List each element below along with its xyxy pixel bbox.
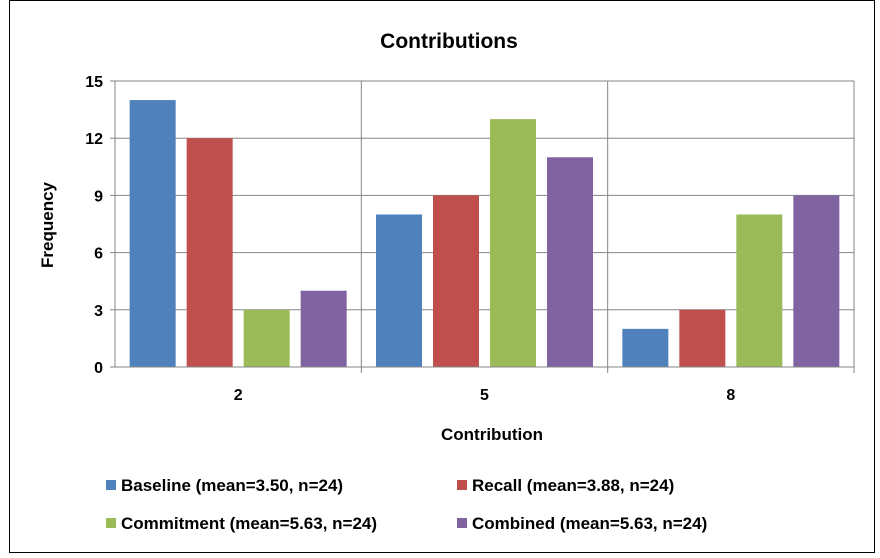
x-tick-label: 5 xyxy=(480,387,489,404)
x-tick-label: 8 xyxy=(726,387,735,404)
y-axis-title: Frequency xyxy=(38,181,57,268)
y-tick-label: 9 xyxy=(94,188,103,205)
legend-swatch xyxy=(457,518,467,528)
bar-1-5 xyxy=(376,214,422,367)
y-tick-label: 0 xyxy=(94,360,103,377)
chart-title: Contributions xyxy=(380,30,518,53)
bar-3-2 xyxy=(243,309,290,367)
legend-label: Recall (mean=3.88, n=24) xyxy=(472,476,674,495)
bar-2-5 xyxy=(433,195,479,367)
legend-swatch xyxy=(106,518,116,528)
bar-2-2 xyxy=(186,138,233,367)
legend-label: Baseline (mean=3.50, n=24) xyxy=(121,476,343,495)
plot-area: 0 3 6 9 12 15 2 5 8 xyxy=(85,74,855,404)
bar-4-2 xyxy=(300,290,347,367)
bar-4-8 xyxy=(793,195,840,367)
legend-swatch xyxy=(106,480,116,490)
bar-1-2 xyxy=(129,100,176,368)
y-tick-label: 15 xyxy=(85,74,103,91)
y-tick-label: 6 xyxy=(94,246,103,263)
y-tick-label: 12 xyxy=(85,131,103,148)
legend: Baseline (mean=3.50, n=24) Recall (mean=3… xyxy=(106,476,707,533)
legend-swatch xyxy=(457,480,467,490)
bar-3-5 xyxy=(490,119,536,367)
legend-label: Combined (mean=5.63, n=24) xyxy=(472,514,707,533)
x-tick-label: 2 xyxy=(234,387,243,404)
y-tick-label: 3 xyxy=(94,303,103,320)
bar-2-8 xyxy=(679,309,726,367)
x-axis-title: Contribution xyxy=(441,425,543,444)
legend-label: Commitment (mean=5.63, n=24) xyxy=(121,514,377,533)
bar-4-5 xyxy=(547,157,593,367)
bar-1-8 xyxy=(622,328,669,367)
bar-3-8 xyxy=(736,214,783,367)
